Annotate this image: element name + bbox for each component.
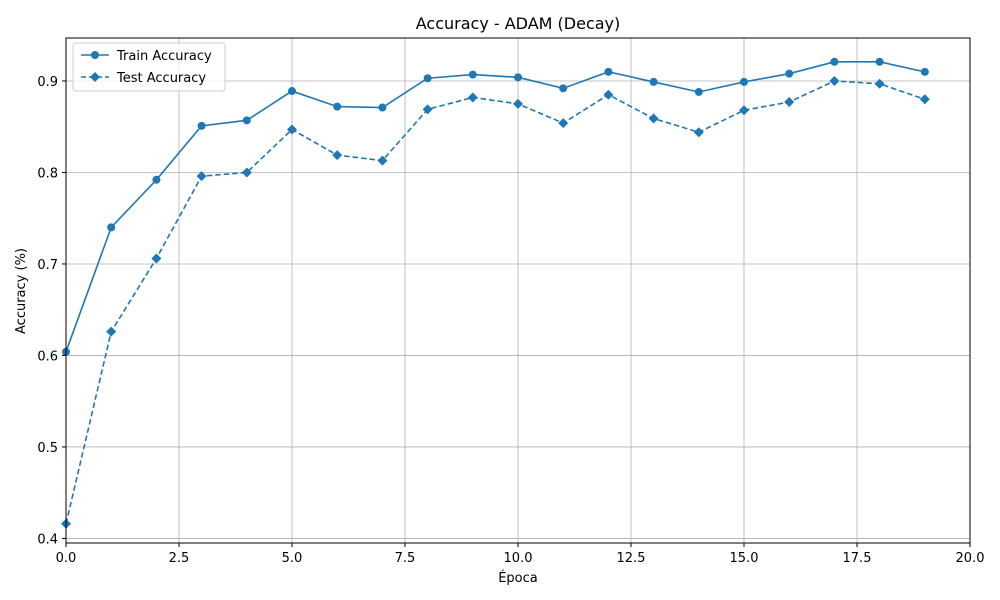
test-point [377, 155, 388, 166]
y-tick-label: 0.9 [37, 75, 58, 90]
x-tick-label: 15.0 [730, 551, 759, 566]
grid [65, 38, 971, 543]
y-axis-label: Accuracy (%) [14, 248, 29, 334]
y-tick-label: 0.7 [37, 258, 58, 273]
test-point [693, 127, 704, 138]
test-point [648, 113, 659, 124]
train-point [649, 77, 658, 86]
legend-label-train: Train Accuracy [116, 49, 212, 64]
test-point [151, 253, 162, 264]
train-point [514, 73, 522, 82]
chart-title: Accuracy - ADAM (Decay) [416, 14, 621, 33]
y-axis-ticks: 0.4 0.5 0.6 0.7 0.8 0.9 [37, 75, 66, 547]
train-point [423, 74, 432, 83]
y-tick-label: 0.5 [37, 441, 58, 456]
x-tick-label: 0.0 [56, 551, 77, 566]
train-point [288, 87, 296, 96]
x-axis-ticks: 0.0 2.5 5.0 7.5 10.0 12.5 15.0 17.5 20.0 [56, 543, 985, 566]
legend-marker-test [90, 72, 100, 82]
train-point [740, 77, 748, 86]
x-tick-label: 20.0 [956, 551, 985, 566]
test-point [784, 97, 795, 108]
train-point [197, 121, 206, 130]
train-point [152, 175, 161, 184]
train-point [830, 57, 839, 66]
train-point [920, 67, 929, 76]
test-point [603, 89, 614, 100]
train-point [875, 57, 884, 66]
train-point [242, 116, 251, 125]
train-point [604, 67, 613, 76]
legend: Train Accuracy Test Accuracy [72, 42, 226, 92]
legend-marker-train [91, 51, 99, 59]
series-layer [61, 57, 930, 529]
x-tick-label: 7.5 [395, 551, 416, 566]
train-point [333, 102, 342, 111]
train-point [785, 69, 794, 78]
train-point [107, 223, 116, 232]
test-point [829, 75, 840, 86]
x-axis-label: Época [498, 570, 538, 586]
train-point [378, 103, 387, 112]
x-tick-label: 17.5 [843, 551, 872, 566]
train-point [468, 70, 477, 79]
test-point [558, 118, 569, 129]
test-point [196, 171, 207, 182]
y-tick-label: 0.6 [37, 349, 58, 364]
test-point [106, 326, 117, 337]
test-point [874, 78, 885, 89]
x-tick-label: 12.5 [617, 551, 646, 566]
test-point [739, 105, 749, 116]
legend-label-test: Test Accuracy [116, 71, 206, 86]
test-point [513, 98, 523, 109]
test-point [241, 167, 252, 178]
test-point [287, 124, 297, 135]
legend-box [72, 42, 226, 92]
train-point [559, 84, 568, 93]
test-point [332, 150, 343, 161]
test-point [467, 92, 478, 103]
test-point [422, 104, 433, 115]
x-tick-label: 2.5 [169, 551, 190, 566]
x-tick-label: 10.0 [504, 551, 533, 566]
x-tick-label: 5.0 [282, 551, 303, 566]
series-line-train [65, 60, 925, 353]
series-line-test [65, 80, 926, 524]
y-tick-label: 0.8 [37, 166, 58, 181]
test-point [919, 94, 930, 105]
train-point [694, 87, 703, 96]
y-tick-label: 0.4 [37, 532, 58, 547]
